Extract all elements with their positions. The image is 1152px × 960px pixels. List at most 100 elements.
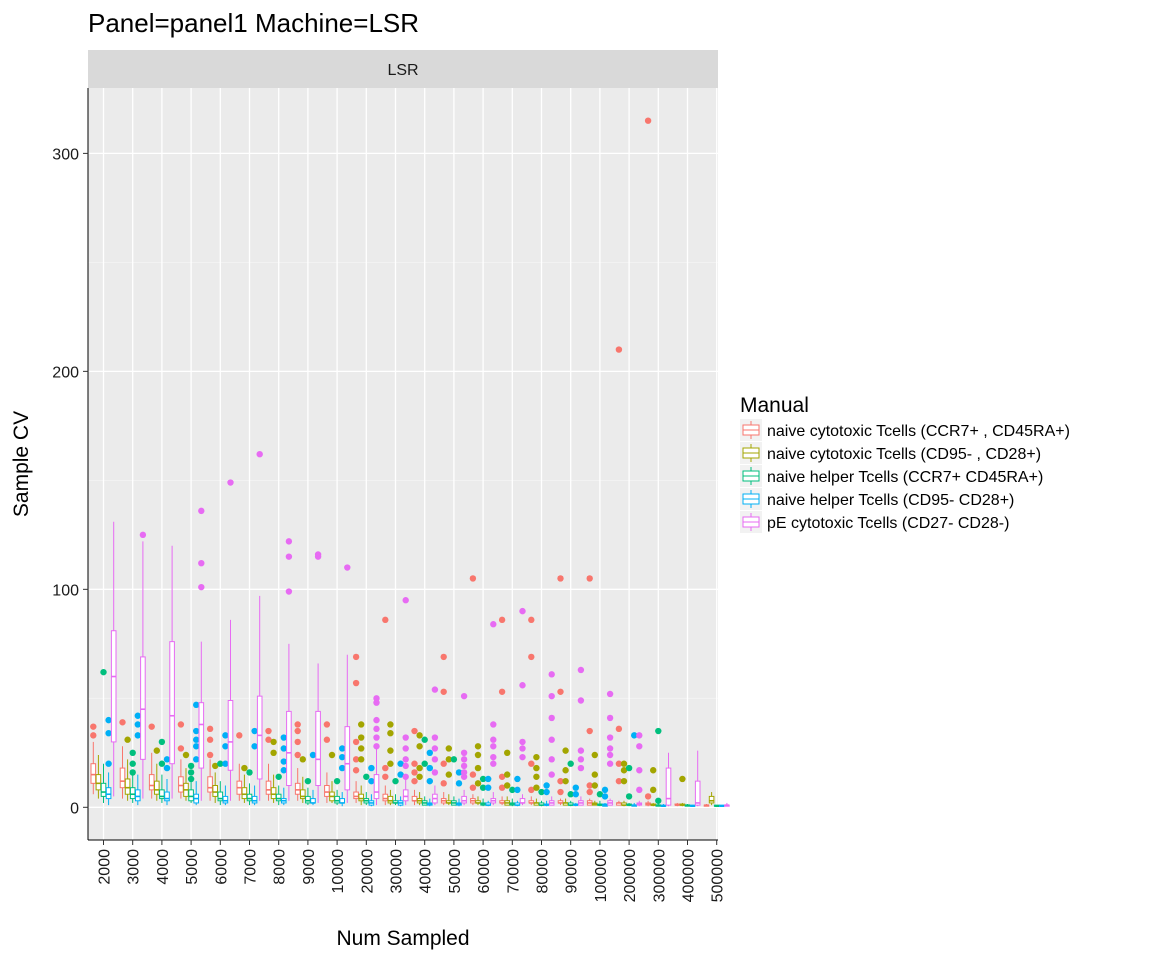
box-8000-series-3 — [280, 734, 287, 806]
box-70000-series-3 — [514, 775, 521, 807]
outlier-point — [606, 714, 614, 722]
outlier-point — [538, 788, 545, 796]
outlier-point — [615, 760, 623, 767]
legend-item-0: naive cytotoxic Tcells (CCR7+ , CD45RA+) — [740, 419, 1070, 441]
outlier-point — [100, 668, 107, 676]
outlier-point — [187, 762, 195, 770]
outlier-point — [265, 727, 272, 735]
box-20000-series-3 — [368, 764, 375, 807]
outlier-point — [129, 749, 136, 757]
outlier-point — [562, 767, 569, 774]
box-30000-series-4 — [402, 597, 409, 806]
box-90000-series-2 — [567, 760, 574, 807]
outlier-point — [222, 743, 229, 750]
box-iqr — [95, 774, 102, 791]
outlier-point — [411, 777, 418, 785]
outlier-point — [490, 760, 497, 767]
outlier-point — [193, 727, 200, 735]
outlier-point — [655, 727, 662, 735]
outlier-point — [504, 771, 511, 778]
box-iqr — [110, 630, 117, 743]
outlier-point — [606, 760, 614, 767]
outlier-point — [373, 743, 380, 750]
x-axis-ticks: 2000 3000 4000 5000 6000 7000 8000 9000 10000 200… — [97, 840, 727, 902]
box-100000-series-0 — [586, 575, 593, 806]
outlier-point — [596, 791, 604, 798]
box-iqr — [119, 767, 126, 789]
outlier-point — [548, 771, 555, 778]
outlier-point — [474, 751, 482, 759]
outlier-point — [498, 616, 506, 624]
y-axis-ticks: 0 100 200 300 — [52, 146, 88, 817]
box-9000-series-0 — [294, 721, 301, 801]
box-500000-series-1 — [708, 792, 715, 806]
outlier-point — [557, 688, 564, 695]
legend-label: naive helper Tcells (CD95- CD28+) — [767, 492, 1014, 509]
outlier-point — [387, 721, 394, 728]
box-iqr — [708, 795, 715, 804]
outlier-point — [620, 760, 628, 767]
outlier-point — [606, 734, 614, 741]
box-6000-series-3 — [222, 732, 229, 806]
x-tick-label: 60000 — [476, 849, 493, 894]
box-50000-series-4 — [460, 692, 468, 806]
box-iqr — [90, 763, 97, 784]
outlier-point — [572, 784, 579, 791]
outlier-point — [577, 756, 585, 763]
box-iqr — [694, 780, 701, 806]
outlier-point — [644, 793, 652, 800]
outlier-point — [352, 679, 360, 687]
box-4000-series-3 — [163, 756, 171, 806]
axes — [87, 88, 718, 841]
outlier-point — [636, 732, 643, 739]
outlier-point — [323, 736, 331, 743]
outlier-point — [222, 760, 229, 767]
outlier-point — [577, 747, 585, 754]
legend-item-1: naive cytotoxic Tcells (CD95- , CD28+) — [740, 442, 1041, 464]
box-9000-series-2 — [304, 777, 312, 806]
box-6000-series-2 — [217, 760, 224, 806]
outlier-point — [586, 727, 593, 735]
outlier-point — [358, 756, 365, 763]
box-iqr — [148, 774, 155, 791]
outlier-point — [490, 753, 497, 761]
outlier-point — [479, 775, 487, 783]
outlier-point — [528, 760, 535, 767]
outlier-point — [134, 732, 141, 739]
outlier-point — [514, 775, 521, 783]
box-iqr — [222, 795, 229, 804]
box-30000-series-2 — [392, 777, 399, 806]
box-100000-series-2 — [596, 791, 604, 807]
outlier-point — [187, 769, 195, 776]
outlier-point — [193, 756, 200, 763]
x-tick-label: 100000 — [593, 849, 610, 902]
outlier-point — [333, 777, 341, 785]
outlier-point — [270, 738, 277, 746]
box-500000-series-2 — [713, 804, 720, 808]
box-3000-series-1 — [124, 736, 131, 801]
outlier-point — [256, 450, 263, 458]
grid-lines — [88, 88, 718, 840]
box-60000-series-2 — [479, 775, 487, 807]
box-iqr — [382, 793, 389, 802]
outlier-point — [431, 769, 439, 776]
outlier-point — [416, 743, 423, 750]
box-300000-series-4 — [665, 752, 672, 807]
outlier-point — [490, 743, 497, 750]
x-tick-label: 4000 — [155, 849, 172, 885]
outlier-point — [373, 699, 380, 706]
outlier-point — [625, 793, 633, 800]
outlier-point — [217, 760, 224, 767]
outlier-point — [445, 745, 452, 752]
box-200000-series-2 — [625, 764, 633, 807]
box-300000-series-3 — [660, 804, 667, 808]
outlier-point — [382, 764, 389, 772]
outlier-point — [246, 769, 253, 776]
box-3000-series-2 — [129, 749, 136, 803]
plot-panel — [88, 88, 718, 840]
outlier-point — [577, 666, 585, 674]
box-10000-series-4 — [344, 564, 351, 803]
box-100000-series-3 — [601, 786, 609, 807]
box-300000-series-1 — [650, 767, 657, 807]
box-iqr — [241, 787, 248, 800]
